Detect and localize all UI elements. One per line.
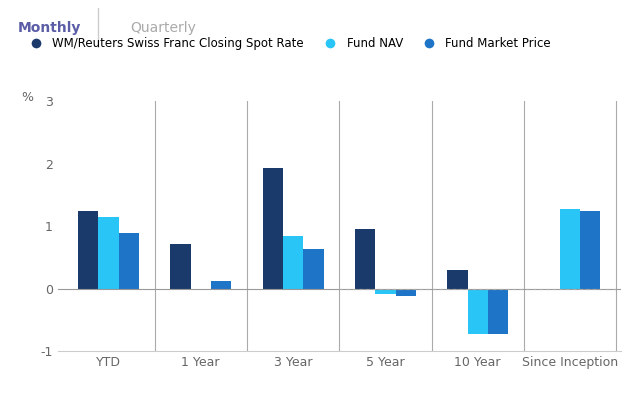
Text: Monthly: Monthly bbox=[17, 21, 81, 35]
Bar bbox=[303, 249, 323, 289]
Bar bbox=[396, 289, 416, 297]
Bar bbox=[560, 209, 580, 289]
Bar bbox=[283, 236, 303, 289]
Legend: WM/Reuters Swiss Franc Closing Spot Rate, Fund NAV, Fund Market Price: WM/Reuters Swiss Franc Closing Spot Rate… bbox=[24, 37, 551, 50]
Bar bbox=[262, 168, 283, 289]
Bar bbox=[191, 289, 211, 290]
Bar bbox=[488, 289, 508, 334]
Bar bbox=[170, 244, 191, 289]
Bar bbox=[468, 289, 488, 334]
Bar bbox=[211, 281, 231, 289]
Bar bbox=[98, 217, 118, 289]
Bar bbox=[580, 210, 600, 289]
Bar bbox=[375, 289, 396, 294]
Bar bbox=[355, 229, 375, 289]
Text: %: % bbox=[21, 91, 33, 104]
Text: Quarterly: Quarterly bbox=[131, 21, 196, 35]
FancyBboxPatch shape bbox=[1, 6, 268, 50]
Bar bbox=[118, 233, 139, 289]
Bar bbox=[447, 270, 468, 289]
Bar bbox=[78, 210, 98, 289]
